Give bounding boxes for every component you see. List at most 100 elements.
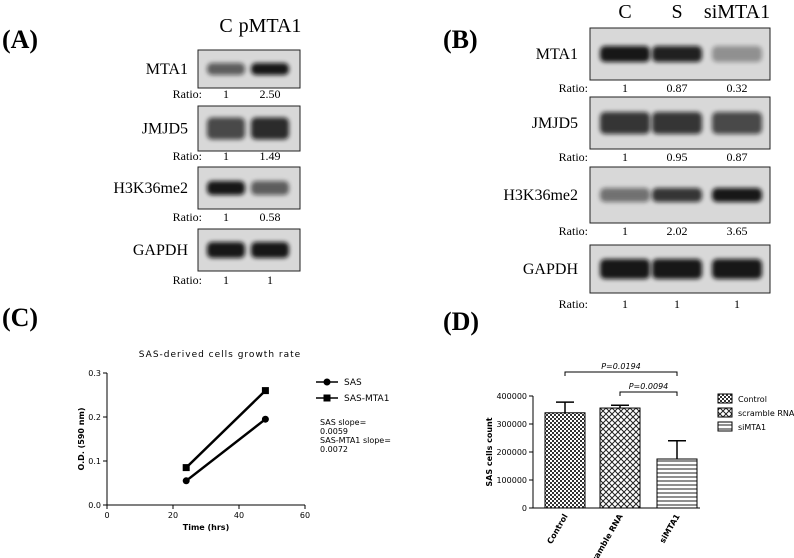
ratio-label: Ratio: [559,81,588,95]
y-tick-label: 200000 [496,448,527,457]
series-line [185,418,267,482]
protein-label: GAPDH [523,261,579,278]
band [251,181,289,195]
x-tick-label: 20 [168,511,178,520]
point [261,415,269,423]
legend-label: scramble RNA [738,409,794,418]
x-tick-label: 60 [300,511,310,520]
y-tick-label: 0.1 [88,457,101,466]
band [251,117,289,140]
ratio-value: 1 [622,150,628,164]
protein-label: JMJD5 [142,121,188,138]
legend-label: Control [738,395,767,404]
band [207,63,245,75]
band [600,259,650,279]
point [182,477,190,485]
lane-label: S [671,1,682,23]
ratio-value: 1 [734,297,740,311]
y-tick-label: 0.0 [88,501,101,510]
y-tick-label: 300000 [496,420,527,429]
ratio-label: Ratio: [173,273,202,287]
band [251,63,289,75]
chart-title: SAS-derived cells growth rate [139,350,301,360]
y-tick-label: 400000 [496,392,527,401]
ratio-value: 0.95 [667,150,688,164]
band [652,259,702,279]
band [652,112,702,134]
significance-bracket [564,371,678,376]
band [652,46,702,62]
band [251,242,289,258]
ratio-label: Ratio: [173,87,202,101]
bar [599,407,641,509]
ratio-value: 1 [223,210,229,224]
band [712,46,762,62]
lane-label: C [618,1,631,23]
annotation: 0.0072 [320,445,348,454]
x-tick-label: 40 [234,511,244,520]
protein-label: H3K36me2 [113,180,188,197]
ratio-value: 3.65 [727,224,748,238]
band [207,117,245,140]
ratio-value: 1 [223,149,229,163]
x-tick-label: scramble RNA [585,512,625,558]
panel-label: (C) [2,303,38,332]
annotation: SAS slope= [320,418,366,427]
panel-label: (D) [443,307,479,336]
legend-label: siMTA1 [738,423,766,432]
ratio-value: 2.50 [260,87,281,101]
ratio-label: Ratio: [173,210,202,224]
point [182,464,190,472]
band [712,112,762,134]
legend-swatch [717,421,733,432]
ratio-value: 0.58 [260,210,281,224]
y-axis-label: O.D. (590 nm) [77,408,86,471]
annotation: P=0.0094 [629,382,669,391]
ratio-value: 1 [622,81,628,95]
ratio-value: 1 [223,273,229,287]
ratio-value: 1 [223,87,229,101]
protein-label: H3K36me2 [503,187,578,204]
annotation: SAS-MTA1 slope= [320,436,391,445]
band [712,259,762,279]
ratio-label: Ratio: [559,297,588,311]
lane-label: siMTA1 [704,1,770,23]
series-line [185,389,267,469]
x-tick-label: 0 [104,511,109,520]
y-tick-label: 100000 [496,476,527,485]
band [600,112,650,134]
ratio-value: 1 [622,224,628,238]
legend-label: SAS [344,378,362,388]
ratio-label: Ratio: [559,224,588,238]
annotation: 0.0059 [320,427,348,436]
x-tick-label: siMTA1 [658,512,682,545]
ratio-value: 2.02 [667,224,688,238]
panel-label: (A) [2,25,38,54]
legend-label: SAS-MTA1 [344,394,389,404]
legend-marker [323,378,331,386]
x-axis-label: Time (hrs) [183,523,229,532]
ratio-value: 0.87 [667,81,688,95]
legend-marker [323,394,331,402]
ratio-value: 1 [674,297,680,311]
bar [656,458,698,509]
y-tick-label: 0.3 [88,369,101,378]
band [600,188,650,202]
protein-label: MTA1 [146,61,188,78]
band [207,242,245,258]
y-tick-label: 0 [522,504,527,513]
band [652,188,702,202]
protein-label: MTA1 [536,46,578,63]
ratio-value: 0.87 [727,150,748,164]
lane-label: C [219,15,232,37]
ratio-value: 1 [267,273,273,287]
band [600,46,650,62]
significance-bracket [619,391,678,396]
protein-label: GAPDH [133,242,189,259]
ratio-value: 0.32 [727,81,748,95]
ratio-value: 1 [622,297,628,311]
x-tick-label: Control [545,512,569,545]
lane-label: pMTA1 [239,15,302,37]
band [207,181,245,195]
